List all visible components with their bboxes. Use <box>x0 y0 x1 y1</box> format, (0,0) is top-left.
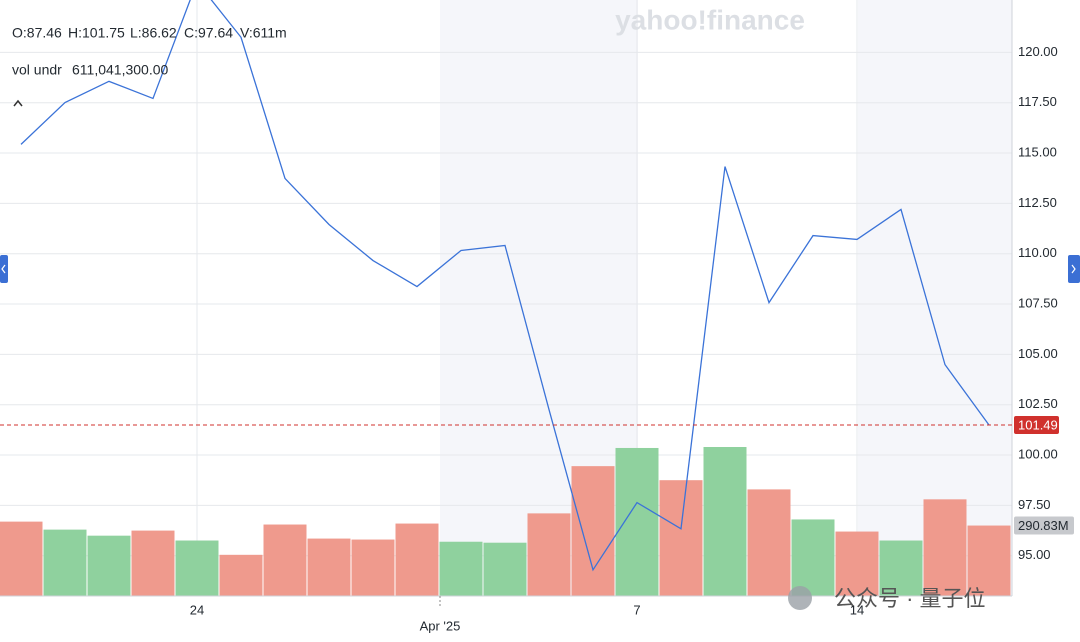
volume-bar <box>923 499 967 596</box>
y-tick-label: 112.50 <box>1018 195 1057 210</box>
source-mark: 公众号 · 量子位 <box>834 586 986 611</box>
volume-bar <box>703 447 747 596</box>
volume-bar <box>43 529 87 596</box>
volume-bar <box>571 466 615 596</box>
volume-bar <box>351 539 395 596</box>
y-tick-label: 105.00 <box>1018 346 1058 361</box>
volume-bar <box>439 541 483 596</box>
y-tick-label: 107.50 <box>1018 295 1058 310</box>
ohlc-low: L:86.62 <box>130 25 177 41</box>
volume-bar <box>879 540 923 596</box>
volume-bar <box>87 535 131 596</box>
current-volume-box <box>1014 516 1074 535</box>
volume-bar <box>131 530 175 596</box>
price-line <box>20 0 990 572</box>
x-tick-label: 14 <box>850 602 864 617</box>
y-tick-label: 102.50 <box>1018 396 1058 411</box>
x-tick-label: 7 <box>633 602 640 617</box>
ohlc-open: O:87.46 <box>12 25 62 41</box>
indicator-value: 611,041,300.00 <box>72 62 168 78</box>
volume-bar <box>263 524 307 596</box>
volume-bar <box>219 554 263 596</box>
y-tick-label: 97.50 <box>1018 497 1051 512</box>
month-label: Apr '25 <box>420 618 461 633</box>
volume-bar <box>835 531 879 596</box>
collapse-icon[interactable] <box>13 99 23 107</box>
x-tick-label: 24 <box>190 602 204 617</box>
volume-bar <box>527 513 571 596</box>
y-tick-label: 117.50 <box>1018 94 1057 109</box>
volume-bar <box>659 480 703 596</box>
volume-bar <box>747 489 791 596</box>
chevron <box>1071 264 1076 274</box>
y-tick-label: 95.00 <box>1018 547 1051 562</box>
watermark: yahoo!finance <box>615 4 805 35</box>
indicator-name: vol undr <box>12 62 62 78</box>
volume-bar <box>967 525 1011 596</box>
left-pan-tab[interactable] <box>0 255 8 283</box>
current-price-box <box>1014 416 1059 435</box>
y-tick-label: 120.00 <box>1018 44 1058 59</box>
volume-bar <box>483 542 527 596</box>
right-pan-tab[interactable] <box>1068 255 1080 283</box>
volume-bar <box>395 523 439 596</box>
ohlc-close: C:97.64 <box>184 25 233 41</box>
volume-bar <box>0 521 43 596</box>
ohlc-volume: V:611m <box>240 25 287 41</box>
volume-bar <box>791 519 835 596</box>
wechat-icon <box>788 586 812 610</box>
volume-bar <box>615 447 659 596</box>
current-volume-label: 290.83M <box>1018 518 1069 533</box>
y-tick-label: 110.00 <box>1018 245 1057 260</box>
y-tick-label: 115.00 <box>1018 144 1057 159</box>
volume-bar <box>175 540 219 596</box>
y-tick-label: 100.00 <box>1018 446 1058 461</box>
volume-bar <box>307 538 351 596</box>
ohlc-high: H:101.75 <box>68 25 125 41</box>
chevron <box>1 264 6 274</box>
session-band <box>858 0 1012 596</box>
current-price-label: 101.49 <box>1018 417 1058 432</box>
